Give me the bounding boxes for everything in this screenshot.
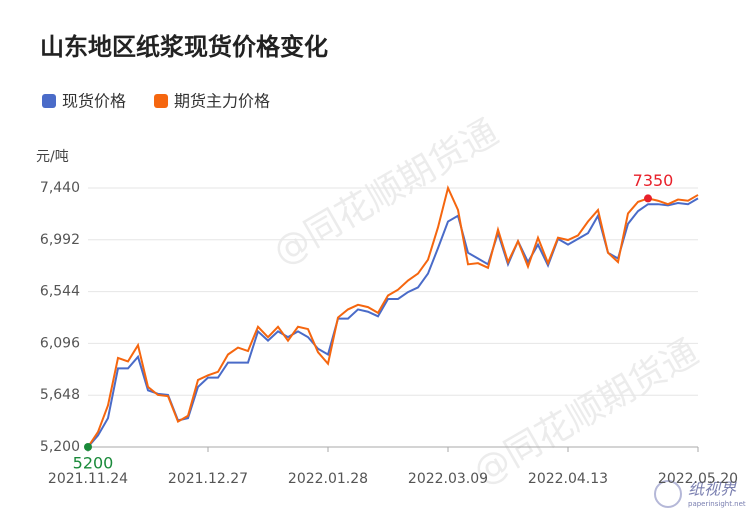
y-axis-label: 元/吨 — [36, 149, 69, 165]
legend-swatch — [42, 94, 56, 108]
watermark: @同花顺期货通 — [466, 332, 705, 494]
y-tick-label: 6,992 — [40, 232, 80, 248]
x-tick-label: 2022.05.20 — [658, 471, 738, 487]
y-tick-label: 6,544 — [40, 284, 80, 300]
annotation-dot — [84, 443, 92, 451]
logo-name: 纸视界 — [688, 480, 737, 499]
annotation-label: 5200 — [73, 454, 114, 473]
legend-swatch — [154, 94, 169, 108]
logo-site: paperinsight.net — [688, 500, 746, 508]
y-tick-label: 6,096 — [40, 335, 80, 351]
x-tick-label: 2022.04.13 — [528, 471, 608, 487]
x-tick-label: 2022.03.09 — [408, 471, 488, 487]
watermark: @同花顺期货通 — [266, 112, 505, 274]
annotation-label: 7350 — [633, 171, 674, 190]
y-tick-label: 5,200 — [40, 439, 80, 455]
legend-label: 现货价格 — [62, 92, 126, 111]
x-tick-label: 2021.12.27 — [168, 471, 248, 487]
y-tick-label: 5,648 — [40, 387, 80, 403]
y-tick-label: 7,440 — [40, 180, 80, 196]
x-tick-label: 2022.01.28 — [288, 471, 368, 487]
series-line — [87, 184, 699, 448]
logo-icon — [654, 480, 682, 508]
legend-label: 期货主力价格 — [174, 92, 270, 111]
annotation-dot — [644, 194, 652, 203]
chart-title: 山东地区纸浆现货价格变化 — [40, 33, 328, 61]
x-tick-label: 2021.11.24 — [48, 471, 128, 487]
